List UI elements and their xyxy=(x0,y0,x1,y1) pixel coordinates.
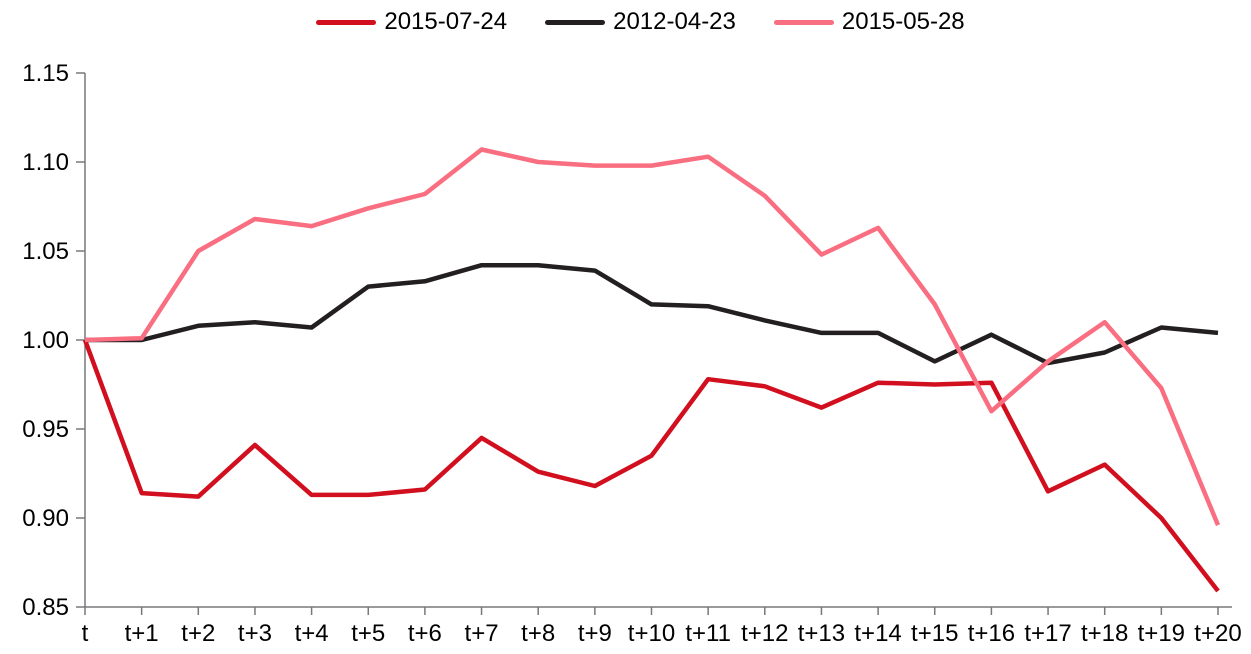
x-tick-label: t+11 xyxy=(685,620,731,647)
chart-legend: 2015-07-24 2012-04-23 2015-05-28 xyxy=(15,0,1251,44)
x-tick-label: t+12 xyxy=(741,620,788,647)
x-tick-label: t+18 xyxy=(1081,620,1128,647)
y-tick-label: 0.95 xyxy=(22,416,69,443)
legend-label-2012-04-23: 2012-04-23 xyxy=(613,8,736,35)
y-tick-label: 1.05 xyxy=(22,238,69,265)
x-tick-label: t+8 xyxy=(521,620,555,647)
legend-line-swatch-red xyxy=(316,19,377,25)
x-tick-label: t+14 xyxy=(854,620,901,647)
x-tick-label: t+10 xyxy=(628,620,675,647)
x-tick-label: t+20 xyxy=(1194,620,1241,647)
x-tick-label: t+9 xyxy=(578,620,612,647)
legend-item-2015-07-24: 2015-07-24 xyxy=(316,8,507,36)
x-tick-label: t+7 xyxy=(465,620,499,647)
x-tick-label: t+1 xyxy=(125,620,159,647)
series-line-2012-04-23 xyxy=(85,262,1219,366)
legend-label-2015-05-28: 2015-05-28 xyxy=(841,8,965,35)
series-line-2015-07-24 xyxy=(82,339,1220,593)
series-line-2015-05-28 xyxy=(84,147,1221,526)
legend-line-swatch-black xyxy=(545,19,606,25)
x-tick-label: t+15 xyxy=(911,620,958,647)
x-tick-label: t+19 xyxy=(1138,620,1185,647)
x-tick-label: t+13 xyxy=(798,620,845,647)
x-tick-label: t+16 xyxy=(968,620,1015,647)
x-tick-label: t+4 xyxy=(295,620,329,647)
plot-area: 0.85 0.90 0.95 1.00 1.05 1.10 1.15 t t+1 t+2 t+3 t+… xyxy=(22,60,1241,647)
y-tick-label: 0.85 xyxy=(22,594,69,621)
y-tick-label: 0.90 xyxy=(22,505,69,532)
legend-label-2015-07-24: 2015-07-24 xyxy=(384,8,508,35)
x-tick-label: t+2 xyxy=(181,620,215,647)
y-tick-label: 1.10 xyxy=(22,149,69,176)
x-tick-label: t xyxy=(82,620,89,647)
legend-item-2012-04-23: 2012-04-23 xyxy=(545,8,736,36)
legend-item-2015-05-28: 2015-05-28 xyxy=(773,8,965,36)
x-tick-label: t+6 xyxy=(408,620,442,647)
x-tick-label: t+5 xyxy=(351,620,385,647)
x-tick-label: t+17 xyxy=(1024,620,1071,647)
y-tick-label: 1.15 xyxy=(22,60,69,87)
y-tick-label: 1.00 xyxy=(22,327,69,354)
legend-line-swatch-pink xyxy=(773,19,834,25)
x-tick-label: t+3 xyxy=(238,620,272,647)
